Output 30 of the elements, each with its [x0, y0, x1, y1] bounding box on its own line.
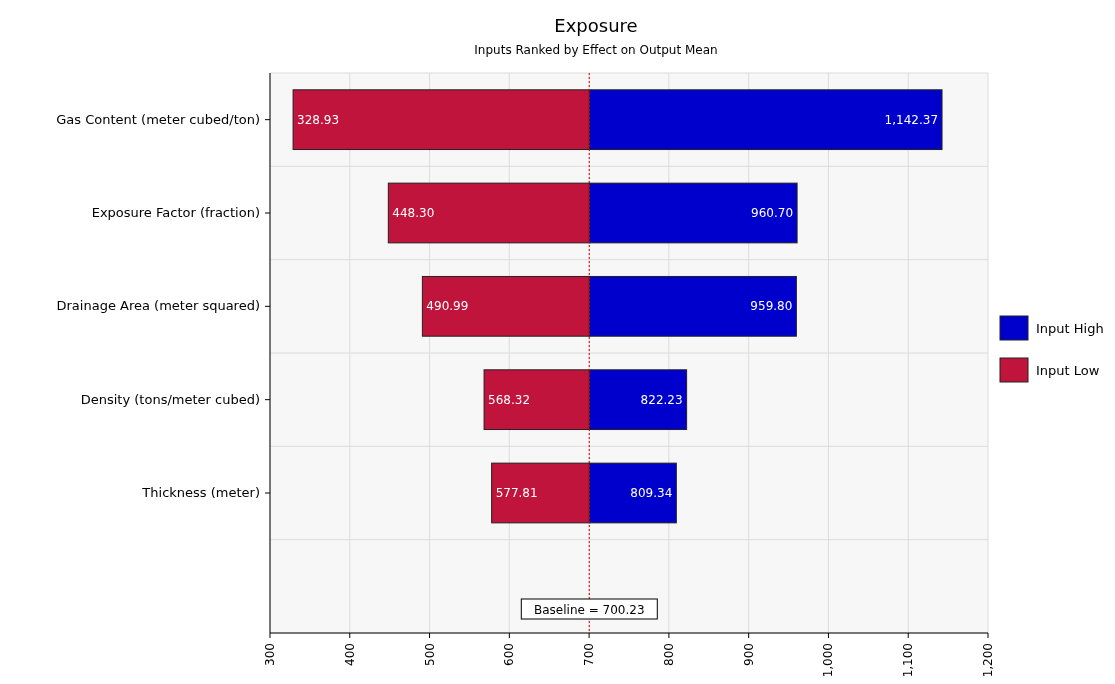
chart-subtitle: Inputs Ranked by Effect on Output Mean	[474, 43, 718, 57]
data-label: 448.30	[392, 206, 435, 220]
ref-line-label: Baseline = 700.23	[534, 603, 645, 617]
x-tick-label: 700	[582, 643, 597, 666]
x-tick-label: 500	[422, 643, 437, 666]
data-label: 822.23	[640, 392, 683, 407]
y-tick-label: Exposure Factor (fraction)	[91, 205, 260, 220]
x-tick-label: 300	[263, 643, 277, 666]
data-label: 490.99	[426, 299, 469, 314]
x-tick-label: 800	[661, 643, 676, 666]
x-tick-label: 600	[502, 643, 517, 666]
legend-label: Input Low	[1036, 363, 1100, 378]
y-tick-label: Density (tons/meter cubed)	[80, 391, 260, 407]
y-tick-label: Drainage Area (meter squared)	[56, 298, 260, 314]
x-tick-label: 900	[741, 643, 756, 666]
x-tick-label: 1,200	[981, 643, 995, 678]
x-tick-label: 1,000	[821, 643, 836, 678]
x-tick-label: 400	[342, 643, 357, 666]
data-label: 1,142.37	[884, 112, 939, 127]
data-label: 809.34	[630, 486, 673, 500]
data-label: 577.81	[495, 486, 538, 500]
y-tick-label: Thickness (meter)	[141, 485, 260, 500]
y-tick-label: Gas Content (meter cubed/ton)	[56, 111, 260, 127]
data-label: 328.93	[297, 112, 340, 127]
chart-title: Exposure	[554, 15, 638, 36]
data-label: 568.32	[488, 392, 531, 407]
legend-label: Input High	[1036, 321, 1104, 336]
data-label: 960.70	[751, 206, 794, 220]
data-label: 959.80	[750, 299, 793, 314]
x-tick-label: 1,100	[901, 643, 916, 678]
